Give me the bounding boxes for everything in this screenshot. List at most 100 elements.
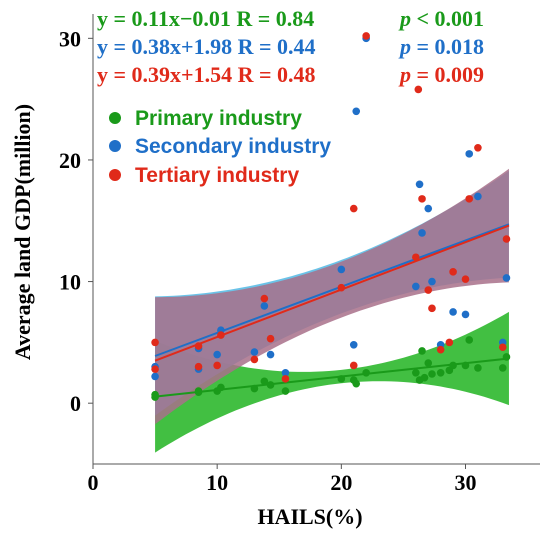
data-point-tertiary <box>266 334 275 343</box>
data-point-secondary <box>352 107 361 116</box>
data-point-tertiary <box>465 195 474 203</box>
y-tick-label: 20 <box>59 148 81 173</box>
data-point-secondary <box>449 308 457 316</box>
data-point-primary <box>474 364 482 372</box>
data-point-tertiary <box>424 286 433 294</box>
data-point-tertiary <box>194 362 203 371</box>
pvalue-primary-number: < 0.001 <box>417 6 485 31</box>
data-point-secondary <box>461 310 470 319</box>
data-point-tertiary <box>151 338 159 347</box>
x-tick-label: 0 <box>88 470 99 495</box>
data-point-secondary <box>213 350 221 359</box>
data-point-tertiary <box>349 361 358 370</box>
data-point-tertiary <box>474 143 482 152</box>
legend-label-tertiary: Tertiary industry <box>135 164 299 187</box>
equation-block: y = 0.11x−0.01 R = 0.84 p < 0.001 y = 0.… <box>97 6 484 87</box>
data-point-primary <box>436 368 445 377</box>
pvalue-primary-symbol: p <box>398 6 411 31</box>
pvalue-tertiary-number: = 0.009 <box>417 62 485 87</box>
data-point-secondary <box>424 204 433 213</box>
data-point-primary <box>217 383 225 392</box>
data-point-secondary <box>412 282 420 291</box>
data-point-tertiary <box>362 32 370 40</box>
data-point-primary <box>449 361 457 370</box>
y-tick-label: 30 <box>59 26 81 51</box>
pvalue-tertiary-symbol: p <box>398 62 411 87</box>
axes: 0 10 20 30 0 10 20 30 <box>59 14 540 495</box>
data-point-primary <box>502 353 511 361</box>
data-point-tertiary <box>217 331 225 339</box>
data-point-secondary <box>151 372 159 381</box>
data-point-secondary <box>415 180 424 189</box>
data-point-primary <box>461 361 470 370</box>
x-tick-label: 10 <box>206 470 228 495</box>
data-point-tertiary <box>498 343 507 352</box>
data-point-primary <box>151 390 159 399</box>
data-point-primary <box>428 370 436 378</box>
equation-secondary: y = 0.38x+1.98 R = 0.44 <box>97 34 316 59</box>
data-point-primary <box>465 336 474 344</box>
data-point-tertiary <box>412 253 420 262</box>
data-point-primary <box>260 377 269 386</box>
data-point-secondary <box>418 229 426 237</box>
data-point-primary <box>412 368 420 377</box>
data-point-tertiary <box>418 195 426 203</box>
data-point-secondary <box>281 368 290 377</box>
x-tick-label: 20 <box>330 470 352 495</box>
x-axis-title: HAILS(%) <box>257 504 362 529</box>
data-point-primary <box>194 388 203 397</box>
data-point-secondary <box>465 150 474 158</box>
data-point-tertiary <box>151 365 159 373</box>
y-tick-label: 0 <box>70 391 81 416</box>
data-point-tertiary <box>436 345 445 354</box>
data-point-tertiary <box>502 235 511 243</box>
data-point-secondary <box>474 192 482 201</box>
data-point-tertiary <box>461 275 470 283</box>
data-point-secondary <box>349 341 358 349</box>
regression-line-tertiary <box>154 224 510 362</box>
pvalue-primary: p < 0.001 <box>398 6 484 31</box>
data-point-secondary <box>428 277 436 286</box>
regression-line-secondary <box>154 223 510 357</box>
data-point-tertiary <box>428 304 436 313</box>
data-point-tertiary <box>349 204 358 213</box>
data-point-tertiary <box>337 283 346 292</box>
pvalue-secondary: p = 0.018 <box>398 34 484 59</box>
legend-label-secondary: Secondary industry <box>135 135 331 158</box>
equation-tertiary: y = 0.39x+1.54 R = 0.48 <box>97 62 316 87</box>
pvalue-tertiary: p = 0.009 <box>398 62 484 87</box>
data-point-primary <box>362 368 370 377</box>
data-point-primary <box>424 359 433 367</box>
legend-marker-primary <box>109 112 121 124</box>
data-point-primary <box>420 373 429 382</box>
data-point-primary <box>418 347 426 355</box>
data-point-secondary <box>266 350 275 359</box>
data-point-tertiary <box>414 85 423 94</box>
legend-marker-secondary <box>109 140 121 152</box>
data-point-tertiary <box>213 361 221 370</box>
y-tick-label: 10 <box>59 270 81 295</box>
data-point-secondary <box>250 348 259 356</box>
equation-primary: y = 0.11x−0.01 R = 0.84 <box>97 6 314 31</box>
data-point-secondary <box>337 265 346 274</box>
data-point-primary <box>281 387 290 395</box>
pvalue-secondary-number: = 0.018 <box>417 34 485 59</box>
y-axis-title: Average land GDP(million) <box>10 104 35 360</box>
data-point-tertiary <box>260 294 269 303</box>
data-point-secondary <box>260 302 269 310</box>
pvalue-secondary-symbol: p <box>398 34 411 59</box>
data-point-secondary <box>502 274 511 282</box>
legend-marker-tertiary <box>109 169 121 181</box>
data-point-tertiary <box>449 268 457 276</box>
legend-label-primary: Primary industry <box>135 107 302 130</box>
data-point-primary <box>266 381 275 389</box>
confidence-band-primary <box>155 311 509 453</box>
data-point-primary <box>352 379 361 388</box>
data-points <box>151 32 511 401</box>
data-point-tertiary <box>281 375 290 383</box>
data-point-primary <box>337 375 346 383</box>
data-point-primary <box>250 384 259 393</box>
data-point-tertiary <box>250 355 259 364</box>
x-tick-label: 30 <box>455 470 477 495</box>
